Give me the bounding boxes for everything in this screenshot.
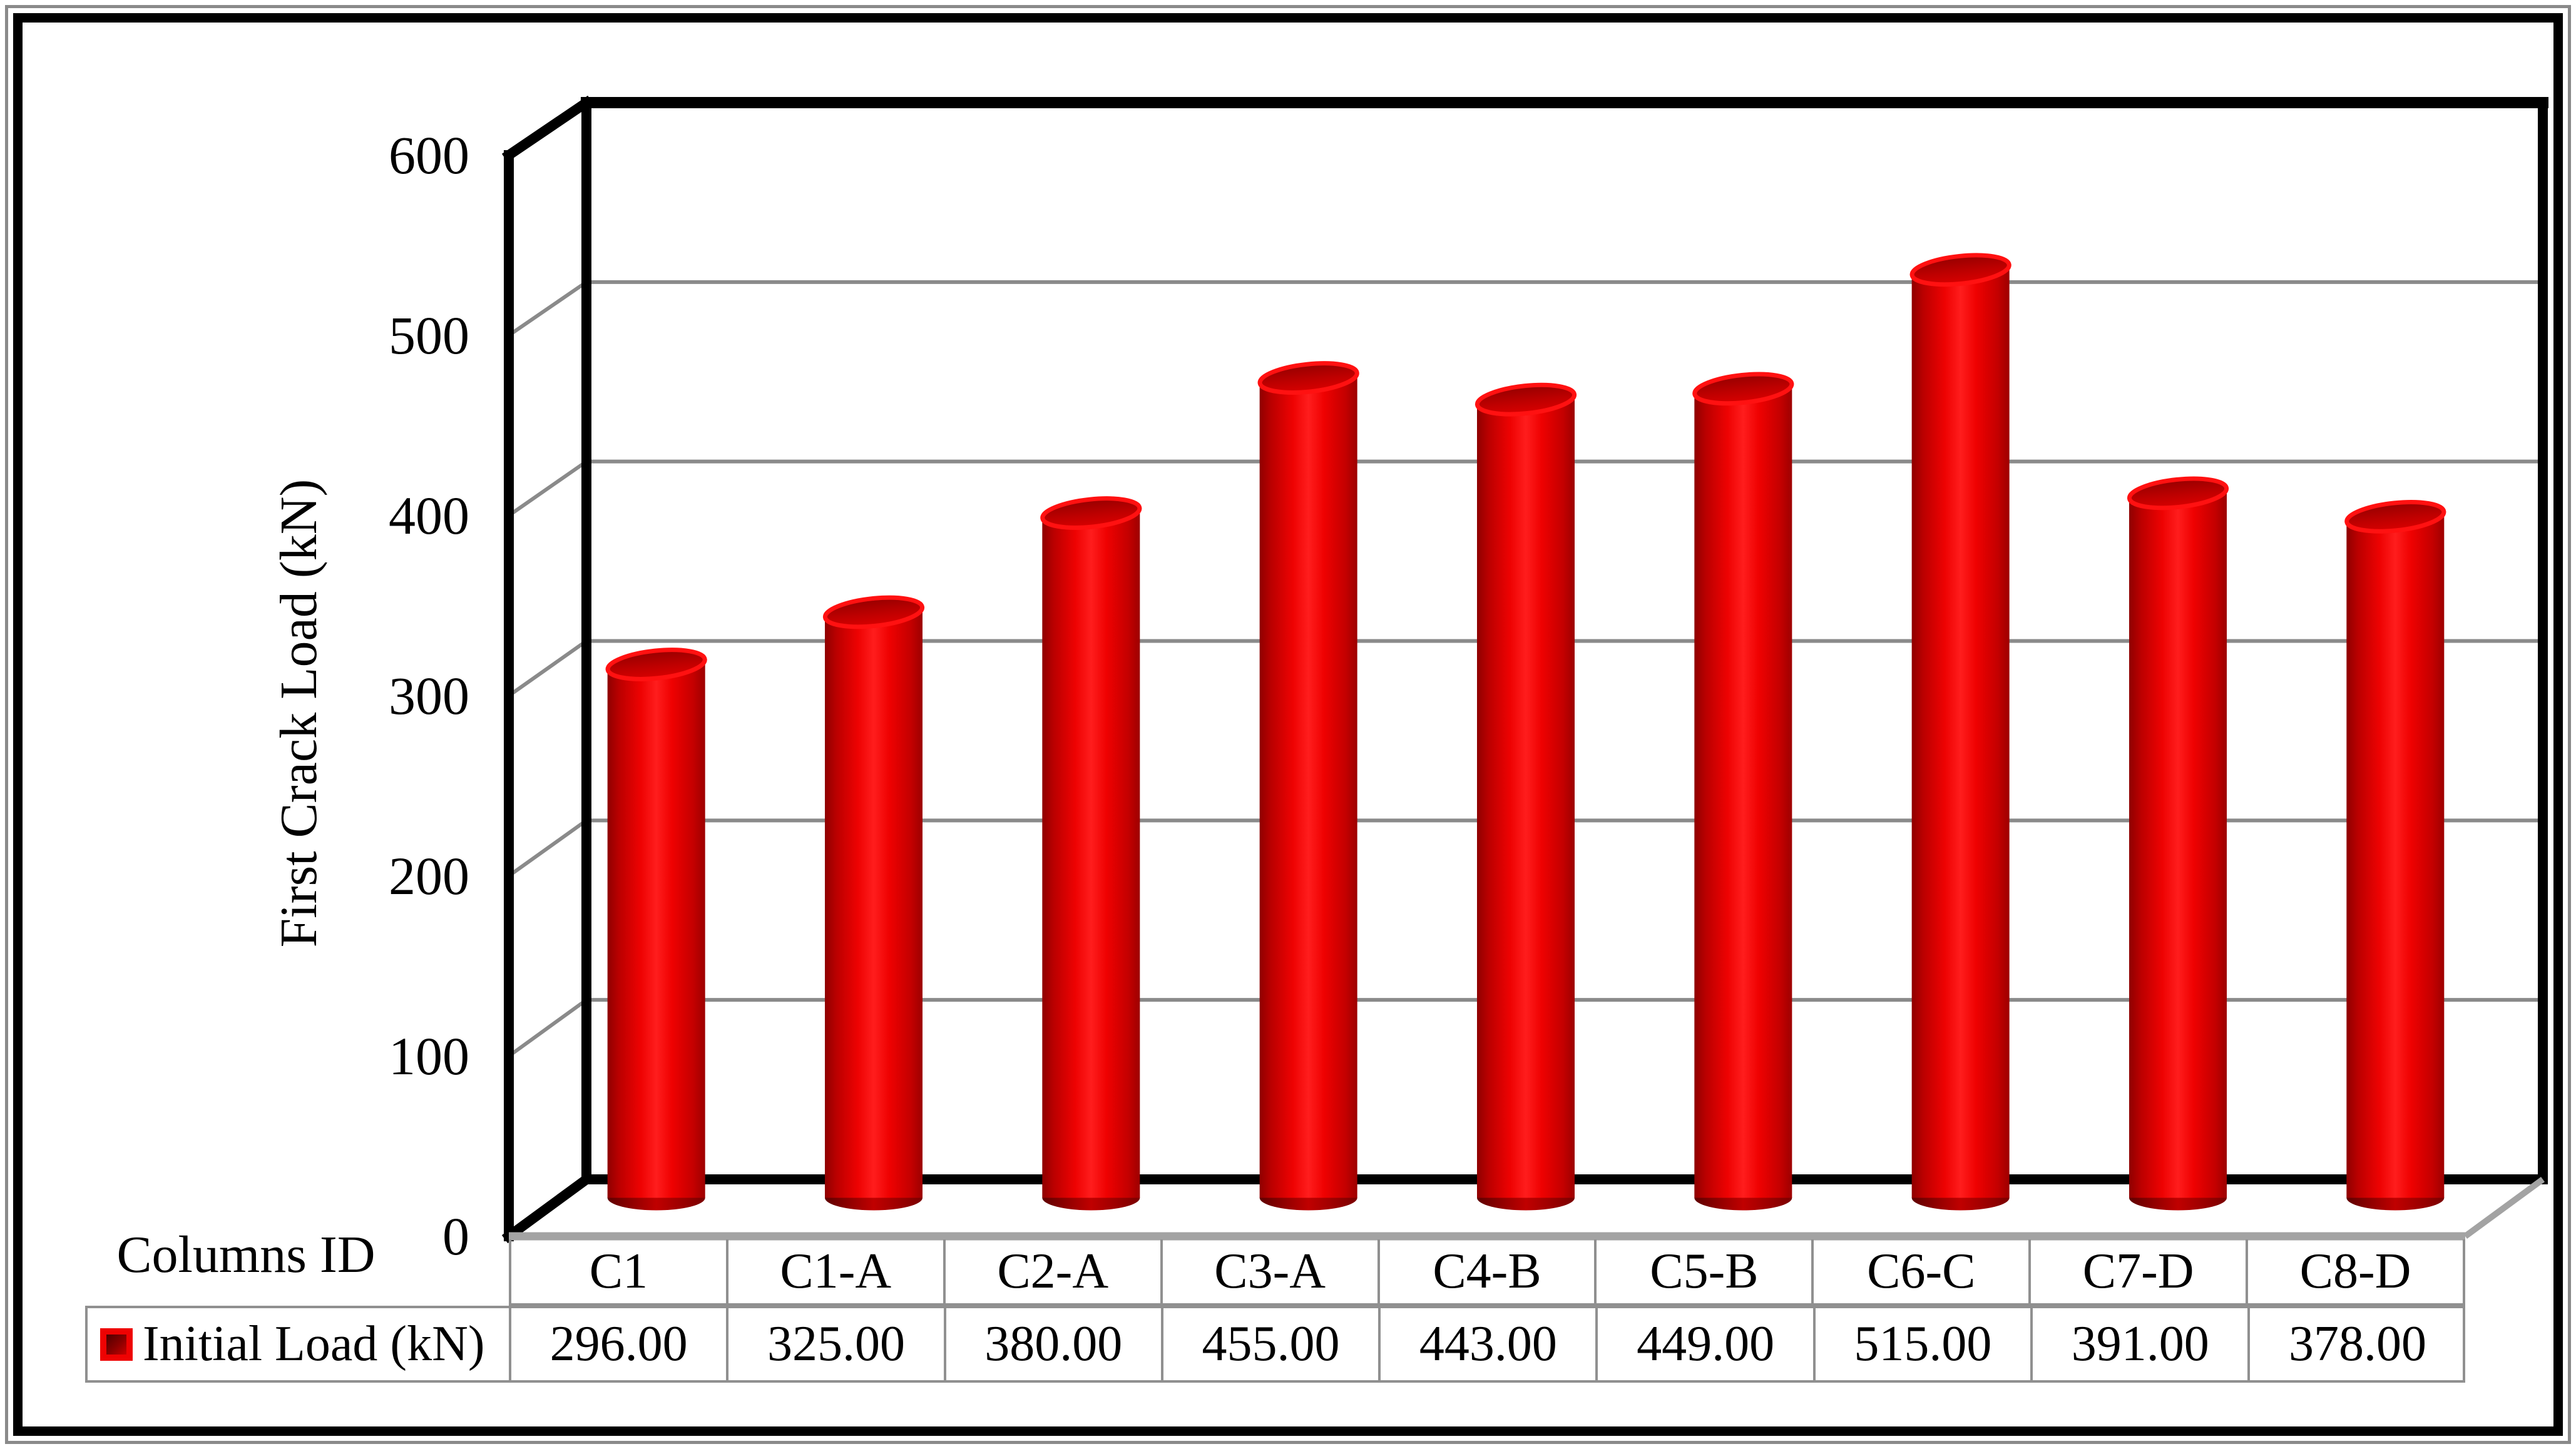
left-wall-bottom-edge <box>501 1172 594 1244</box>
table-header-cell: C2-A <box>943 1239 1160 1306</box>
cylinder-top-cap <box>1692 372 1794 406</box>
cylinder-bar <box>1040 496 1142 1211</box>
gridline-left-wall <box>508 280 588 337</box>
cylinder-body <box>1477 399 1575 1198</box>
gridline-left-wall <box>508 818 588 878</box>
cylinder-bars <box>605 253 2446 1211</box>
table-header-cell: C7-D <box>2028 1239 2246 1306</box>
cylinder-top-cap <box>1257 361 1359 395</box>
legend-series-label: Initial Load (kN) <box>143 1316 485 1371</box>
cylinder-top-cap <box>1475 382 1577 417</box>
table-header-cell: C3-A <box>1160 1239 1377 1306</box>
cylinder-bar <box>605 648 707 1211</box>
table-header-cell: C1 <box>509 1239 726 1306</box>
table-value-cell: 380.00 <box>943 1306 1161 1383</box>
cylinder-bar <box>2344 500 2446 1211</box>
cylinder-bar <box>1909 253 2011 1211</box>
cylinder-top-cap <box>1040 496 1142 530</box>
table-value-cell: 378.00 <box>2247 1306 2465 1383</box>
table-header-cell: C6-C <box>1811 1239 2029 1306</box>
table-header-cell: C8-D <box>2246 1239 2463 1306</box>
cylinder-bar <box>822 595 925 1211</box>
outer-gray-frame <box>5 5 2571 1444</box>
table-value-row: Initial Load (kN) 296.00 325.00 380.00 455.0… <box>85 1306 2465 1383</box>
gridline-left-wall <box>508 639 588 698</box>
cylinder-body <box>2346 516 2445 1198</box>
y-tick-label: 0 <box>442 1206 469 1266</box>
table-value-cell: 515.00 <box>1812 1306 2031 1383</box>
table-value-cell: 455.00 <box>1160 1306 1379 1383</box>
cylinder-top-cap <box>2344 500 2446 534</box>
table-value-cell: 296.00 <box>509 1306 727 1383</box>
cylinder-body <box>1259 378 1357 1198</box>
inner-black-frame <box>13 13 2563 1436</box>
cylinder-body <box>1042 513 1140 1198</box>
y-axis-tick-labels: 0 100 200 300 400 500 600 <box>389 125 469 1266</box>
x-axis-title: Columns ID <box>116 1226 376 1284</box>
table-header-cell: C4-B <box>1377 1239 1595 1306</box>
gridline-left-wall <box>508 998 588 1058</box>
table-header-cell: C1-A <box>725 1239 943 1306</box>
cylinder-top-cap <box>605 648 707 681</box>
table-header-cell: C5-B <box>1594 1239 1812 1306</box>
floor-right-edge <box>2463 1176 2545 1239</box>
table-value-cell: 325.00 <box>726 1306 944 1383</box>
cylinder-top-cap <box>2127 476 2229 511</box>
cylinder-top-cap <box>822 595 925 629</box>
y-tick-label: 500 <box>389 305 469 365</box>
table-value-cell: 391.00 <box>2030 1306 2248 1383</box>
cylinder-body <box>607 664 705 1198</box>
y-tick-label: 200 <box>389 846 469 906</box>
gridline-left-wall <box>508 460 588 517</box>
y-tick-label: 300 <box>389 666 469 726</box>
cylinder-bar <box>1692 372 1794 1211</box>
y-tick-label: 100 <box>389 1026 469 1086</box>
table-header-row: C1 C1-A C2-A C3-A C4-B C5-B C6-C C7-D C8-D <box>509 1239 2465 1306</box>
cylinder-body <box>1911 270 2010 1198</box>
table-value-cell: 449.00 <box>1595 1306 1813 1383</box>
cylinder-bar <box>1257 361 1359 1211</box>
y-tick-label: 600 <box>389 125 469 185</box>
left-wall-top-edge <box>501 95 594 163</box>
cylinder-top-cap <box>1909 253 2011 287</box>
cylinder-body <box>2129 493 2227 1198</box>
table-value-cell: 443.00 <box>1378 1306 1596 1383</box>
y-tick-label: 400 <box>389 486 469 546</box>
legend-cell: Initial Load (kN) <box>85 1306 509 1383</box>
cylinder-body <box>1694 389 1792 1198</box>
legend-series-marker-icon <box>100 1328 133 1361</box>
cylinder-bar <box>1475 382 1577 1211</box>
cylinder-body <box>825 612 923 1198</box>
y-axis-title: First Crack Load (kN) <box>270 479 328 948</box>
cylinder-bar <box>2127 476 2229 1211</box>
